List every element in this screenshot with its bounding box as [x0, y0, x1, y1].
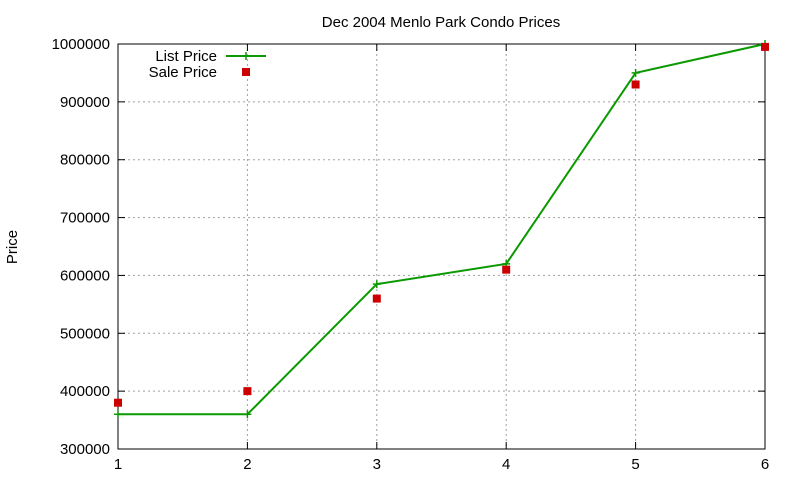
x-tick-label: 3	[373, 456, 381, 473]
x-tick-label: 4	[502, 456, 510, 473]
list-price-point	[114, 410, 122, 419]
x-tick-label: 2	[243, 456, 251, 473]
list-price-line	[118, 43, 766, 416]
y-tick-label: 700000	[60, 210, 110, 227]
list-price-point	[372, 280, 381, 289]
series-layer	[114, 40, 769, 419]
grid	[118, 44, 765, 449]
sale-price-point	[502, 265, 511, 274]
sale-price-point	[243, 387, 252, 396]
sale-price-point	[631, 80, 640, 89]
plot-frame	[117, 43, 766, 450]
legend-label-sale-price: Sale Price	[149, 64, 217, 81]
y-tick-label: 900000	[60, 94, 110, 111]
legend-marker-list-price	[242, 52, 250, 60]
y-tick-label: 1000000	[52, 36, 110, 53]
list-price-point	[243, 410, 252, 419]
y-tick-label: 800000	[60, 152, 110, 169]
chart-title: Dec 2004 Menlo Park Condo Prices	[322, 14, 560, 31]
x-tick-label: 1	[114, 456, 122, 473]
legend-swatch-sale-price	[242, 68, 250, 76]
y-axis-label: Price	[4, 230, 21, 264]
x-tick-label: 5	[631, 456, 639, 473]
y-tick-label: 300000	[60, 441, 110, 458]
sale-price-point	[761, 42, 769, 51]
legend-label-list-price: List Price	[155, 48, 217, 65]
x-tick-label: 6	[761, 456, 769, 473]
y-tick-label: 600000	[60, 267, 110, 284]
sale-price-point	[114, 398, 122, 407]
y-tick-label: 400000	[60, 383, 110, 400]
axis-ticks: 300000 400000 500000 600000 700000 800000 9000…	[52, 36, 770, 473]
y-tick-label: 500000	[60, 325, 110, 342]
list-price-point	[631, 68, 640, 77]
sale-price-point	[372, 294, 381, 303]
